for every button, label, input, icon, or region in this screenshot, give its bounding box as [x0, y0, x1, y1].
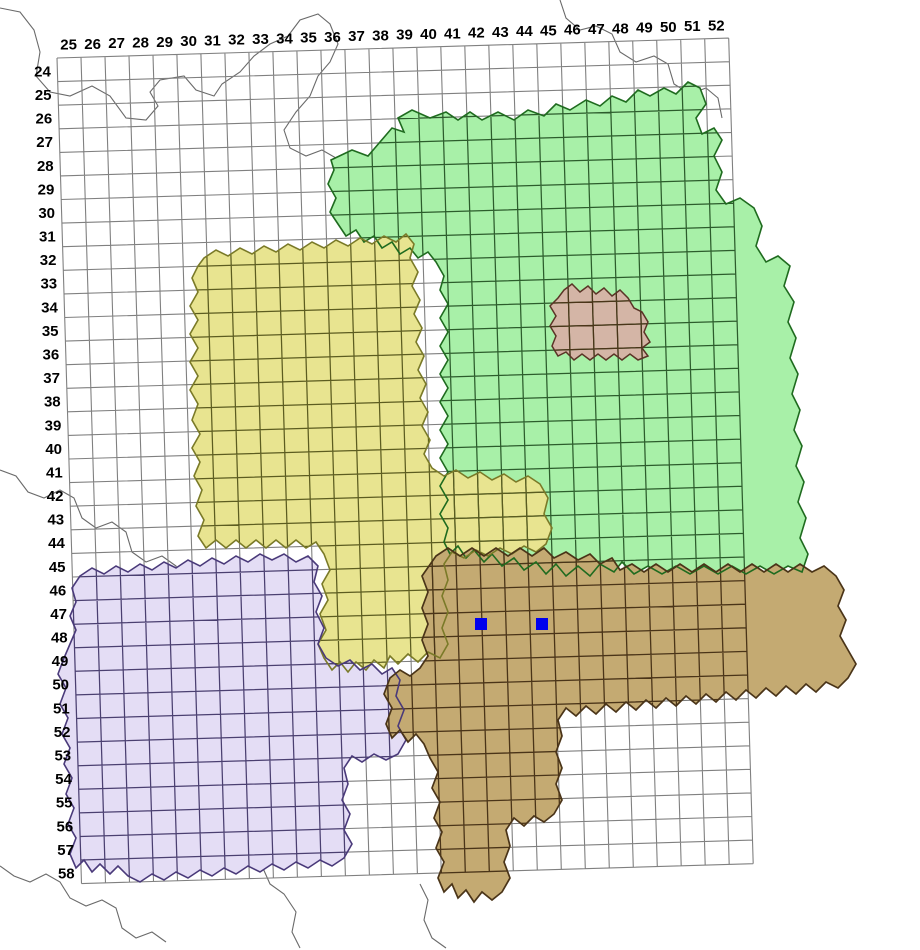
grid-row-label: 39: [45, 417, 62, 434]
grid-row-label: 37: [43, 370, 60, 387]
grid-row-label: 30: [38, 205, 55, 222]
grid-row-label: 42: [47, 488, 64, 505]
grid-row-label: 31: [39, 229, 56, 246]
grid-column-label: 38: [372, 27, 389, 44]
grid-row-label: 53: [54, 748, 71, 765]
grid-line-set: [190, 234, 552, 672]
grid-column-label: 35: [300, 30, 317, 47]
grid-row-label: 32: [40, 252, 57, 269]
grid-column-label: 52: [708, 17, 725, 34]
grid-row-label: 44: [48, 535, 65, 552]
grid-column-label: 31: [204, 32, 221, 49]
grid-row-label: 46: [50, 582, 67, 599]
grid-row-label: 26: [36, 111, 53, 128]
grid-row-label: 34: [41, 299, 58, 316]
grid-row-label: 47: [50, 606, 67, 623]
grid-row-label: 51: [53, 700, 70, 717]
grid-column-label: 51: [684, 18, 701, 35]
grid-row-label: 50: [52, 677, 69, 694]
grid-column-label: 32: [228, 32, 245, 49]
grid-column-label: 33: [252, 31, 269, 48]
border-brown: [383, 546, 857, 904]
region-western-yellow-state[interactable]: [190, 234, 552, 672]
grid-row-label: 28: [37, 158, 54, 175]
record-marker[interactable]: [536, 618, 548, 630]
grid-column-label: 46: [564, 22, 581, 39]
record-marker[interactable]: [475, 618, 487, 630]
grid-column-label: 43: [492, 24, 509, 41]
grid-row-label: 24: [34, 63, 51, 80]
grid-row-label: 55: [56, 795, 73, 812]
grid-column-label: 34: [276, 30, 293, 47]
grid-row-label: 43: [47, 512, 64, 529]
grid-column-label: 44: [516, 23, 533, 40]
grid-column-label: 50: [660, 19, 677, 36]
grid-column-label: 42: [468, 25, 485, 42]
grid-row-label: 48: [51, 630, 68, 647]
state-regions-layer: [58, 82, 856, 902]
grid-row-label: 35: [42, 323, 59, 340]
grid-row-label: 52: [54, 724, 71, 741]
border-berlin: [549, 283, 651, 361]
grid-column-label: 30: [180, 33, 197, 50]
border-yellow: [189, 232, 553, 674]
grid-column-label: 47: [588, 21, 605, 38]
region-south-eastern-brown-state[interactable]: [384, 548, 856, 902]
grid-column-label: 49: [636, 20, 653, 37]
grid-column-label: 29: [156, 34, 173, 51]
grid-row-label: 38: [44, 394, 61, 411]
grid-column-label: 39: [396, 27, 413, 44]
grid-column-label: 28: [132, 35, 149, 52]
grid-row-label: 45: [49, 559, 66, 576]
grid-row-label: 57: [57, 842, 74, 859]
grid-column-label: 37: [348, 28, 365, 45]
occurrence-records-layer: [475, 618, 548, 630]
grid-lines-brown-region: [384, 548, 754, 885]
grid-column-label: 25: [60, 37, 77, 54]
grid-column-label: 26: [84, 36, 101, 53]
grid-column-label: 45: [540, 22, 557, 39]
grid-column-label: 48: [612, 20, 629, 37]
grid-row-label: 27: [36, 134, 53, 151]
grid-row-label: 56: [57, 818, 74, 835]
border-green: [327, 81, 809, 578]
border-lav: [57, 553, 407, 883]
grid-row-label: 29: [38, 181, 55, 198]
grid-lines-yellow-region: [190, 234, 552, 672]
grid-column-label: 41: [444, 25, 461, 42]
grid-row-label: 25: [35, 87, 52, 104]
state-border-strokes: [57, 81, 857, 904]
grid-row-label: 49: [52, 653, 69, 670]
grid-row-label: 58: [58, 866, 75, 883]
grid-column-label: 36: [324, 29, 341, 46]
grid-row-labels: 24 25 26 27 28 29 30 31 32 33 34 35 36 37 38 39 40 41 42 43…: [34, 63, 74, 882]
grid-column-label: 27: [108, 35, 125, 52]
grid-row-label: 54: [55, 771, 72, 788]
grid-row-label: 33: [40, 276, 57, 293]
grid-row-label: 41: [46, 464, 63, 481]
grid-column-label: 40: [420, 26, 437, 43]
grid-row-label: 36: [43, 347, 60, 364]
grid-row-label: 40: [45, 441, 62, 458]
grid-column-labels: 25 26 27 28 29 30 31 32 33 34 35 36 37 38 39 40 41 42 43 44…: [60, 17, 724, 53]
grid-line-set: [384, 548, 754, 885]
